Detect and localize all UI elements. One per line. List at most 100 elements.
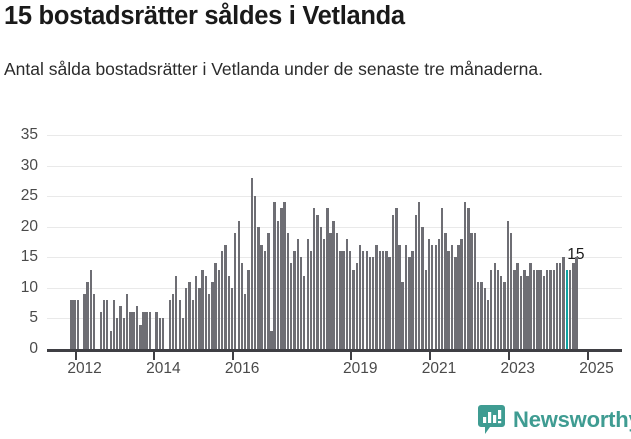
bar [542,275,546,349]
bar [302,275,306,349]
bar [395,208,398,349]
y-axis-tick-label: 0 [29,340,38,357]
bar [352,269,355,349]
bar [378,251,381,349]
bar [499,275,503,349]
gridline [47,196,622,198]
bar [240,263,244,349]
bar [234,232,237,349]
bar [375,245,378,349]
bar [250,177,253,349]
bar [122,318,125,349]
bar [155,312,158,349]
bar [408,257,411,349]
bar [430,245,434,349]
bar [381,251,385,349]
bar [447,251,450,349]
y-axis-tick-label: 10 [20,278,38,296]
bar [129,312,132,349]
bar [86,281,89,349]
bar [414,214,418,349]
bar [329,232,332,349]
bar [237,220,240,349]
bar [450,245,454,349]
bar [158,318,162,349]
bar [368,257,372,349]
bar [296,238,300,349]
plot-area: 15 [47,135,622,349]
bar [276,220,280,349]
bar [427,238,431,349]
bar [322,238,326,349]
newsworthy-logo: Newsworthy [478,405,631,434]
bar [486,300,490,349]
bar [532,269,536,349]
x-axis-tick-label: 2023 [500,360,536,377]
bar [99,312,103,349]
y-axis-tick-label: 30 [20,156,38,174]
bar [552,269,556,349]
bar [493,263,496,349]
bar [247,269,250,349]
bar [161,318,165,349]
x-axis-tick-label: 2016 [224,360,260,377]
bar [457,245,460,349]
bar [280,208,283,349]
bar [509,232,513,349]
bar [339,251,342,349]
bar [349,251,352,349]
bar [473,232,477,349]
bar [211,281,214,349]
y-axis-tick-label: 5 [29,309,38,327]
x-axis-tick-label: 2019 [343,360,378,377]
bar [496,269,500,349]
gridline [47,165,622,167]
bar [260,245,263,349]
x-axis-tick-label: 2025 [579,360,614,377]
bar [273,202,276,349]
bar [464,202,467,349]
x-axis-line [47,349,622,352]
bar [454,257,457,349]
bar [362,251,365,349]
bar [230,287,234,349]
bar [480,281,483,349]
bar [139,324,142,349]
bar [391,214,394,349]
y-axis-tick-label: 25 [20,187,38,205]
bar [181,318,185,349]
bar [201,269,204,349]
bar [171,293,175,349]
bar [83,293,86,349]
x-axis-tick-label: 2021 [421,360,457,377]
bar [555,263,559,349]
bar [188,281,191,349]
bar [477,281,480,349]
bar [221,251,224,349]
bar [506,220,509,349]
bar [293,251,296,349]
x-axis-tick [74,352,77,360]
bar [558,263,562,349]
bar [545,269,549,349]
bar-value-label: 15 [567,245,585,263]
bar [470,232,473,349]
bar [283,202,286,349]
bar [503,281,506,349]
bar [332,220,335,349]
bar [568,269,572,349]
bar [168,300,172,349]
bar [460,238,463,349]
bar [125,293,129,349]
x-axis-tick-label: 2014 [146,360,181,377]
bar [483,287,487,349]
bar [572,263,575,349]
y-axis-tick-label: 35 [20,126,38,143]
bar [73,300,76,349]
bar [529,263,532,349]
bar [178,300,181,349]
bar [112,300,116,349]
bar [70,300,73,349]
x-axis-tick [350,352,353,360]
